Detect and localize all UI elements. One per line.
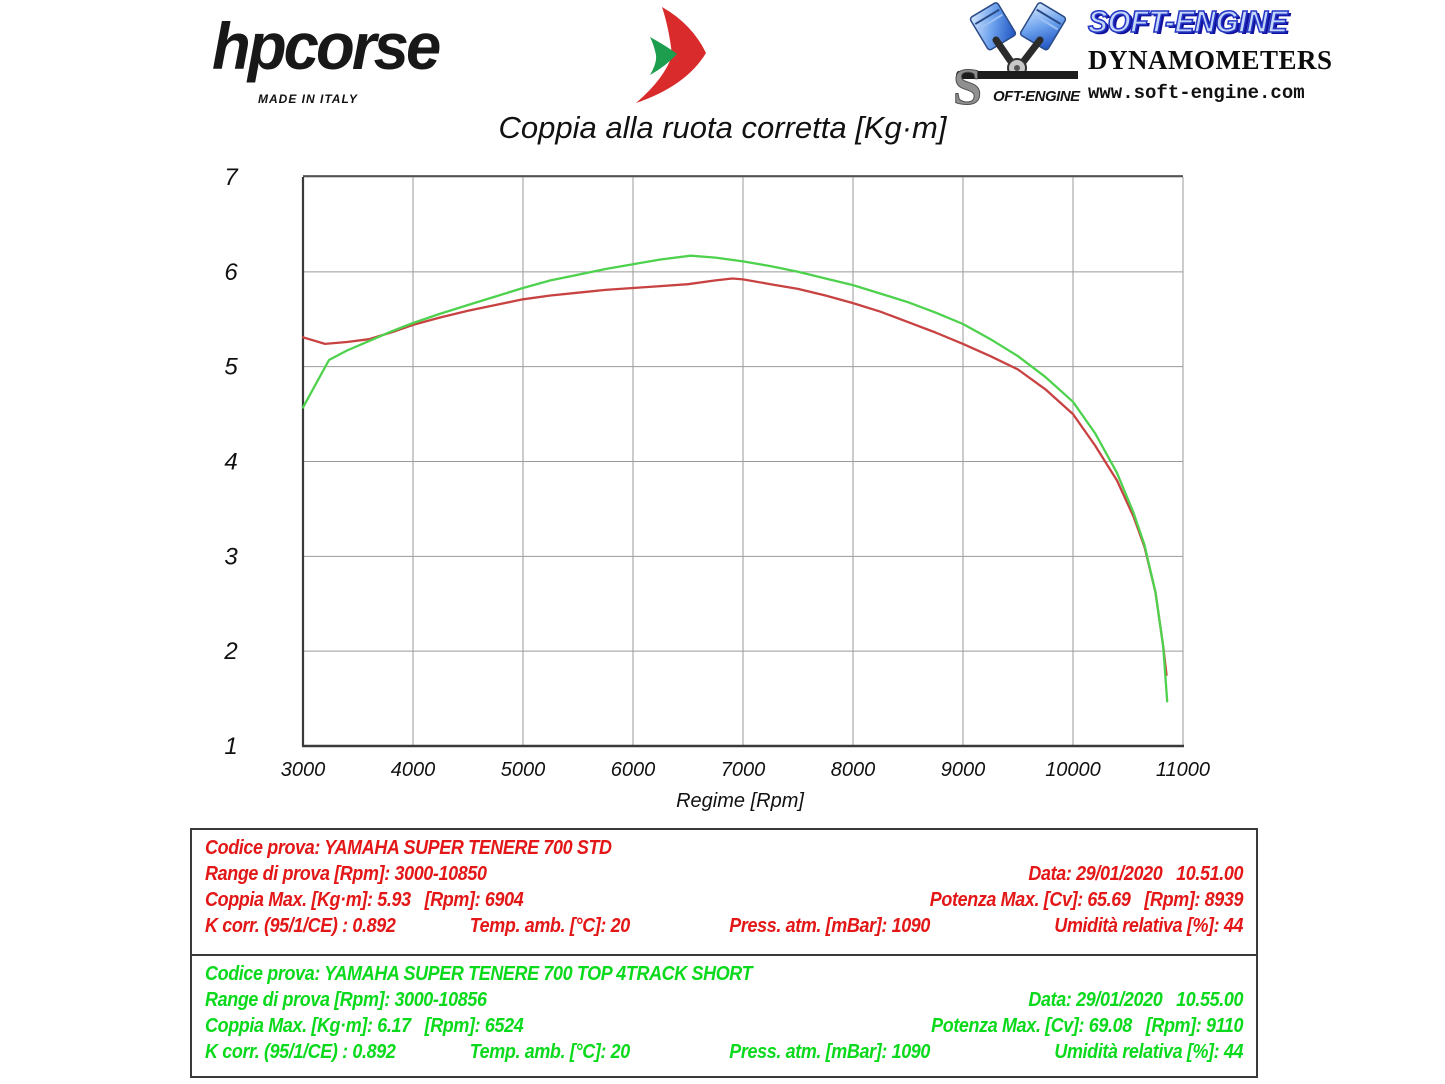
softengine-brand: SOFT-ENGINE [1087, 3, 1288, 40]
codice-prova-4track: Codice prova: YAMAHA SUPER TENERE 700 TO… [205, 963, 753, 985]
codice-prova-std: Codice prova: YAMAHA SUPER TENERE 700 ST… [205, 837, 612, 859]
made-in-italy-label: MADE IN ITALY [258, 92, 358, 106]
test-info-table: Codice prova: YAMAHA SUPER TENERE 700 ST… [190, 828, 1258, 1078]
y-tick-label: 3 [224, 543, 238, 570]
press-atm-std: Press. atm. [mBar]: 1090 [729, 915, 931, 937]
hpcorse-logo: hpcorse MADE IN ITALY [212, 6, 706, 111]
x-tick-label: 6000 [611, 759, 656, 781]
y-tick-label: 5 [224, 354, 238, 381]
x-tick-label: 3000 [281, 759, 326, 781]
potenza-max-std: Potenza Max. [Cv]: 65.69 [Rpm]: 8939 [929, 889, 1244, 911]
hpcorse-chevron-icon [636, 7, 706, 103]
potenza-max-4track: Potenza Max. [Cv]: 69.08 [Rpm]: 9110 [931, 1015, 1244, 1037]
x-tick-label: 11000 [1156, 759, 1210, 781]
range-prova-std: Range di prova [Rpm]: 3000-10850 [205, 863, 487, 885]
coppia-max-4track: Coppia Max. [Kg·m]: 6.17 [Rpm]: 6524 [205, 1015, 524, 1037]
k-corr-std: K corr. (95/1/CE) : 0.892 [205, 915, 396, 937]
range-prova-4track: Range di prova [Rpm]: 3000-10856 [205, 989, 487, 1011]
test-info-4track: Codice prova: YAMAHA SUPER TENERE 700 TO… [192, 956, 1256, 1076]
hpcorse-wordmark: hpcorse [212, 9, 441, 83]
x-tick-label: 4000 [391, 759, 436, 781]
softengine-pistons-icon: S OFT-ENGINE [953, 2, 1082, 106]
torque-curve-std [301, 277, 1168, 677]
chart-title: Coppia alla ruota corretta [Kg·m] [498, 110, 947, 145]
softengine-text: SOFT-ENGINE DYNAMOMETERS www.soft-engine… [1087, 2, 1333, 110]
y-tick-label: 2 [223, 638, 237, 665]
coppia-max-std: Coppia Max. [Kg·m]: 5.93 [Rpm]: 6904 [205, 889, 524, 911]
x-tick-label: 10000 [1045, 759, 1101, 781]
test-info-std: Codice prova: YAMAHA SUPER TENERE 700 ST… [192, 830, 1256, 956]
umidita-4track: Umidità relativa [%]: 44 [1054, 1041, 1244, 1063]
softengine-s-letter: S [953, 59, 982, 106]
umidita-std: Umidità relativa [%]: 44 [1054, 915, 1244, 937]
press-atm-4track: Press. atm. [mBar]: 1090 [729, 1041, 931, 1063]
y-tick-label: 6 [224, 259, 238, 286]
data-ora-std: Data: 29/01/2020 10.51.00 [1028, 863, 1244, 885]
softengine-badge-label: OFT-ENGINE [993, 88, 1081, 105]
x-tick-label: 9000 [941, 759, 986, 781]
softengine-url: www.soft-engine.com [1088, 82, 1305, 104]
x-tick-label: 7000 [721, 759, 766, 781]
y-tick-label: 7 [224, 164, 239, 191]
x-axis-title: Regime [Rpm] [676, 790, 804, 812]
temp-amb-4track: Temp. amb. [°C]: 20 [469, 1041, 631, 1063]
data-ora-4track: Data: 29/01/2020 10.55.00 [1028, 989, 1244, 1011]
x-tick-label: 5000 [501, 759, 546, 781]
softengine-logo: S OFT-ENGINE SOFT-ENGINE DYNAMOMETERS ww… [952, 2, 1332, 110]
k-corr-4track: K corr. (95/1/CE) : 0.892 [205, 1041, 396, 1063]
y-tick-label: 4 [224, 449, 237, 476]
torque-curve-4track-short [301, 254, 1169, 703]
softengine-subtitle: DYNAMOMETERS [1088, 45, 1333, 75]
x-tick-label: 8000 [831, 759, 876, 781]
torque-chart: 3000 4000 5000 6000 7000 8000 9000 10000 11000 1 2… [223, 164, 1210, 812]
y-tick-label: 1 [224, 733, 237, 760]
temp-amb-std: Temp. amb. [°C]: 20 [469, 915, 631, 937]
